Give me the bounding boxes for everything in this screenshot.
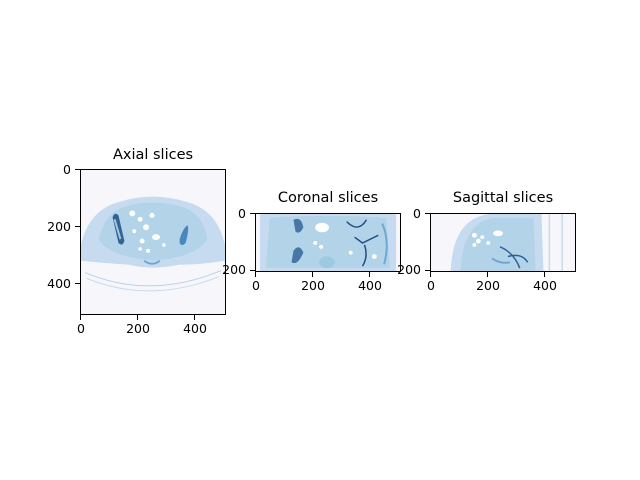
coronal-ct-slice bbox=[256, 214, 400, 271]
coronal-xtick-label: 200 bbox=[301, 278, 325, 293]
axial-ytick-label: 200 bbox=[47, 218, 71, 234]
axial-image bbox=[80, 169, 226, 315]
axial-xtick-mark bbox=[194, 315, 195, 320]
axial-ytick-mark bbox=[75, 169, 80, 170]
sagittal-xtick-mark bbox=[544, 272, 545, 277]
axial-ytick-mark bbox=[75, 283, 80, 284]
axial-xtick-mark bbox=[80, 315, 81, 320]
axial-title: Axial slices bbox=[112, 147, 194, 163]
coronal-xtick-mark bbox=[255, 272, 256, 277]
axial-ct-slice bbox=[81, 170, 225, 314]
coronal-xtick-label: 400 bbox=[358, 278, 382, 293]
coronal-ytick-mark bbox=[250, 270, 255, 271]
coronal-ytick-label: 200 bbox=[222, 261, 246, 277]
sagittal-title: Sagittal slices bbox=[452, 190, 554, 206]
sagittal-xtick-label: 0 bbox=[427, 278, 435, 293]
coronal-image bbox=[255, 213, 401, 272]
sagittal-ct-slice bbox=[431, 214, 575, 271]
sagittal-ytick-mark bbox=[425, 213, 430, 214]
axial-ytick-mark bbox=[75, 226, 80, 227]
sagittal-xtick-label: 200 bbox=[476, 278, 500, 293]
axial-xtick-mark bbox=[137, 315, 138, 320]
sagittal-xtick-label: 400 bbox=[533, 278, 557, 293]
coronal-ytick-label: 0 bbox=[238, 205, 246, 221]
axial-xtick-label: 0 bbox=[77, 321, 85, 336]
coronal-title: Coronal slices bbox=[277, 190, 379, 206]
sagittal-xtick-mark bbox=[487, 272, 488, 277]
sagittal-ytick-label: 0 bbox=[413, 205, 421, 221]
axial-ytick-label: 400 bbox=[47, 275, 71, 291]
axial-xtick-label: 400 bbox=[183, 321, 207, 336]
sagittal-image bbox=[430, 213, 576, 272]
sagittal-xtick-mark bbox=[430, 272, 431, 277]
sagittal-ytick-label: 200 bbox=[397, 261, 421, 277]
coronal-xtick-mark bbox=[369, 272, 370, 277]
sagittal-ytick-mark bbox=[425, 270, 430, 271]
coronal-ytick-mark bbox=[250, 213, 255, 214]
coronal-xtick-label: 0 bbox=[252, 278, 260, 293]
axial-xtick-label: 200 bbox=[126, 321, 150, 336]
axial-ytick-label: 0 bbox=[63, 161, 71, 177]
coronal-xtick-mark bbox=[312, 272, 313, 277]
